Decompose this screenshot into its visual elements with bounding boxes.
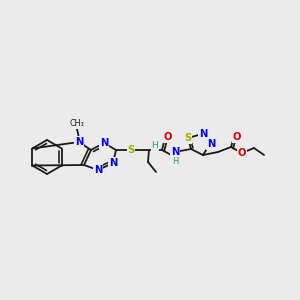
Text: N: N	[171, 147, 179, 157]
Text: S: S	[184, 133, 192, 143]
Text: N: N	[207, 139, 215, 149]
Text: CH₃: CH₃	[70, 119, 84, 128]
Text: N: N	[94, 165, 102, 175]
Text: N: N	[100, 138, 108, 148]
Text: S: S	[128, 145, 135, 155]
Text: N: N	[199, 129, 207, 139]
Text: O: O	[164, 132, 172, 142]
Text: H: H	[152, 142, 158, 151]
Text: O: O	[238, 148, 246, 158]
Text: H: H	[172, 157, 178, 166]
Text: N: N	[109, 158, 117, 168]
Text: N: N	[75, 137, 83, 147]
Text: O: O	[233, 132, 241, 142]
